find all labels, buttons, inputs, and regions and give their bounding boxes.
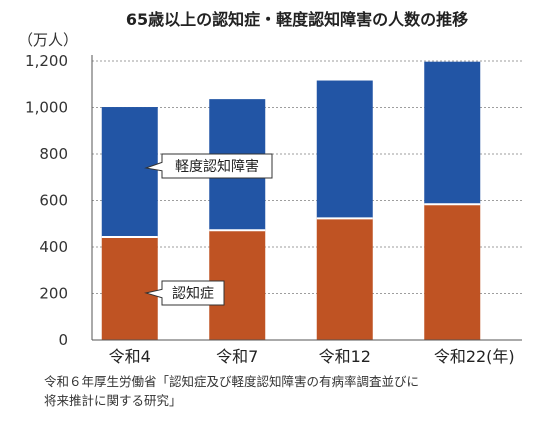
bar-segment: [424, 204, 481, 340]
y-tick-label: 0: [58, 331, 68, 349]
bars: [101, 61, 481, 340]
bar-segment: [316, 80, 373, 219]
series-label-dementia-box: [144, 280, 225, 306]
y-tick-label: 600: [39, 192, 68, 210]
x-tick-label: 令和7: [216, 347, 258, 366]
source-note-line: 将来推計に関する研究」: [44, 393, 182, 408]
y-tick-label: 1,200: [25, 52, 68, 70]
y-tick-label: 200: [39, 285, 68, 303]
axes: 0 200 400 600 800 1,000 1,200 令和4 令和7 令和12 令和22(年): [25, 52, 522, 366]
x-tick-label: 令和22(年): [434, 347, 515, 366]
y-tick-label: 800: [39, 145, 68, 163]
x-tick-label: 令和12: [319, 347, 371, 366]
source-note-line: 令和６年厚生労働省「認知症及び軽度認知障害の有病率調査並びに: [44, 374, 419, 389]
series-label-dementia: 認知症: [172, 285, 214, 302]
chart-title: 65歳以上の認知症・軽度認知障害の人数の推移: [126, 10, 468, 29]
bar-segment: [316, 218, 373, 340]
series-label-mci: 軽度認知障害: [175, 158, 259, 175]
y-tick-label: 1,000: [25, 99, 68, 117]
bar-segment: [101, 107, 158, 238]
bar-segment: [424, 61, 481, 205]
bar-segment: [101, 237, 158, 340]
y-tick-label: 400: [39, 238, 68, 256]
x-tick-label: 令和4: [109, 347, 151, 366]
source-note: 令和６年厚生労働省「認知症及び軽度認知障害の有病率調査並びに将来推計に関する研究…: [44, 374, 419, 408]
series-label-mci-box: [144, 153, 273, 179]
y-axis-unit-label: （万人）: [18, 31, 78, 49]
